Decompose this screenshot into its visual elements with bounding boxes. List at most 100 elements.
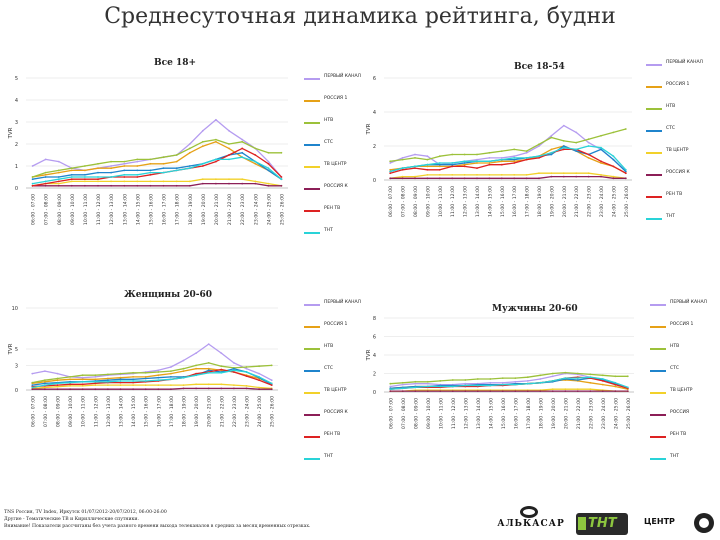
data-point — [170, 366, 172, 368]
x-tick-label: 07:00 - 08:00 — [401, 398, 407, 429]
x-tick-label: 18:00 - 19:00 — [538, 398, 544, 429]
data-point — [564, 377, 567, 379]
data-point — [624, 177, 627, 180]
x-tick-label: 23:00 - 24:00 — [253, 194, 259, 225]
data-point — [201, 140, 204, 143]
data-point — [489, 390, 492, 392]
data-point — [258, 388, 260, 391]
x-tick-label: 12:00 - 13:00 — [109, 194, 115, 225]
data-point — [170, 376, 172, 378]
y-tick-label: 0 — [373, 178, 376, 184]
data-point — [215, 138, 217, 141]
data-point — [31, 381, 34, 384]
data-point — [162, 171, 165, 174]
data-point — [488, 162, 491, 164]
data-point — [97, 184, 99, 187]
data-point — [401, 177, 404, 180]
x-tick-label: 20:00 - 21:00 — [207, 396, 213, 427]
data-point — [110, 180, 112, 183]
data-point — [587, 145, 590, 147]
data-point — [501, 377, 504, 379]
series-line-россия-к — [32, 182, 282, 187]
data-point — [500, 158, 503, 161]
y-axis-label: TVR — [366, 349, 372, 361]
data-point — [233, 369, 235, 372]
data-point — [439, 380, 442, 382]
data-point — [170, 370, 172, 372]
data-point — [81, 383, 84, 386]
series-line-нтв — [390, 128, 626, 162]
data-point — [587, 157, 590, 159]
series-line-россия-к — [32, 387, 272, 390]
data-point — [44, 379, 46, 382]
legend-label: ТВ ЦЕНТР — [670, 388, 693, 393]
data-point — [94, 388, 97, 391]
data-point — [476, 378, 479, 380]
x-tick-label: 07:00 - 08:00 — [44, 194, 50, 225]
data-point — [513, 157, 516, 159]
data-point — [195, 374, 198, 377]
x-tick-label: 12:00 - 13:00 — [106, 396, 112, 427]
data-point — [614, 385, 617, 388]
legend-swatch — [304, 304, 320, 306]
chart-all-18-54: Все 18-54 0 2 4 6 TVR 06:00 - 07:00 07:00 - 08… — [362, 56, 720, 296]
data-point — [84, 180, 86, 183]
data-point — [270, 388, 273, 391]
data-point — [562, 146, 565, 149]
x-tick-label: 23:00 - 24:00 — [245, 396, 251, 427]
legend-label: РОССИЯ К — [324, 184, 348, 189]
data-point — [562, 172, 565, 175]
data-point — [464, 390, 467, 392]
data-point — [550, 153, 553, 156]
data-point — [195, 367, 198, 370]
data-point — [513, 177, 516, 180]
data-point — [267, 162, 270, 165]
x-tick-label: 22:00 - 23:00 — [240, 194, 246, 225]
data-point — [550, 172, 553, 175]
data-point — [182, 387, 185, 390]
x-tick-label: 13:00 - 14:00 — [122, 194, 128, 225]
data-point — [44, 384, 46, 386]
data-point — [84, 165, 86, 167]
data-point — [70, 173, 73, 176]
y-tick-label: 5 — [15, 347, 18, 353]
data-point — [69, 381, 71, 384]
data-point — [31, 372, 34, 375]
data-point — [576, 372, 579, 375]
x-tick-label: 19:00 - 20:00 — [201, 194, 207, 225]
x-tick-label: 13:00 - 14:00 — [476, 398, 482, 429]
data-point — [488, 151, 491, 154]
legend-label: ТНТ — [324, 228, 333, 233]
data-point — [31, 182, 34, 185]
data-point — [56, 385, 59, 388]
legend-label: РЕН ТВ — [324, 432, 341, 437]
data-point — [476, 167, 478, 169]
x-tick-label: 25:00 - 26:00 — [270, 396, 276, 427]
data-point — [215, 178, 217, 181]
data-point — [576, 377, 579, 379]
data-point — [157, 379, 160, 382]
chart-svg: 0 1 2 3 4 5 TVR 06:00 - 07:00 07:00 - 08:00 08:00… — [8, 76, 288, 225]
legend-swatch — [304, 414, 320, 416]
data-point — [56, 382, 59, 385]
chart-svg: 0 3 5 10 TVR 06:00 - 07:00 07:00 - 08:00 08:00 … — [8, 306, 278, 427]
legend-swatch — [304, 188, 320, 190]
data-point — [525, 151, 528, 154]
data-point — [123, 160, 126, 163]
y-tick-label: 2 — [373, 144, 376, 150]
data-point — [258, 379, 260, 382]
x-tick-label: 15:00 - 16:00 — [500, 186, 506, 217]
series-line-тв-центр — [390, 172, 626, 179]
data-point — [207, 371, 210, 374]
data-point — [188, 147, 191, 150]
data-point — [44, 182, 47, 185]
data-point — [56, 377, 59, 380]
data-point — [182, 359, 185, 362]
data-point — [600, 175, 602, 178]
data-point — [401, 175, 404, 178]
data-point — [500, 150, 503, 152]
data-point — [157, 371, 160, 373]
footer-source: TNS Россия, TV Index, Иркутск 01/07/2012… — [4, 510, 167, 515]
data-point — [564, 390, 567, 392]
x-tick-label: 09:00 - 10:00 — [70, 194, 76, 225]
